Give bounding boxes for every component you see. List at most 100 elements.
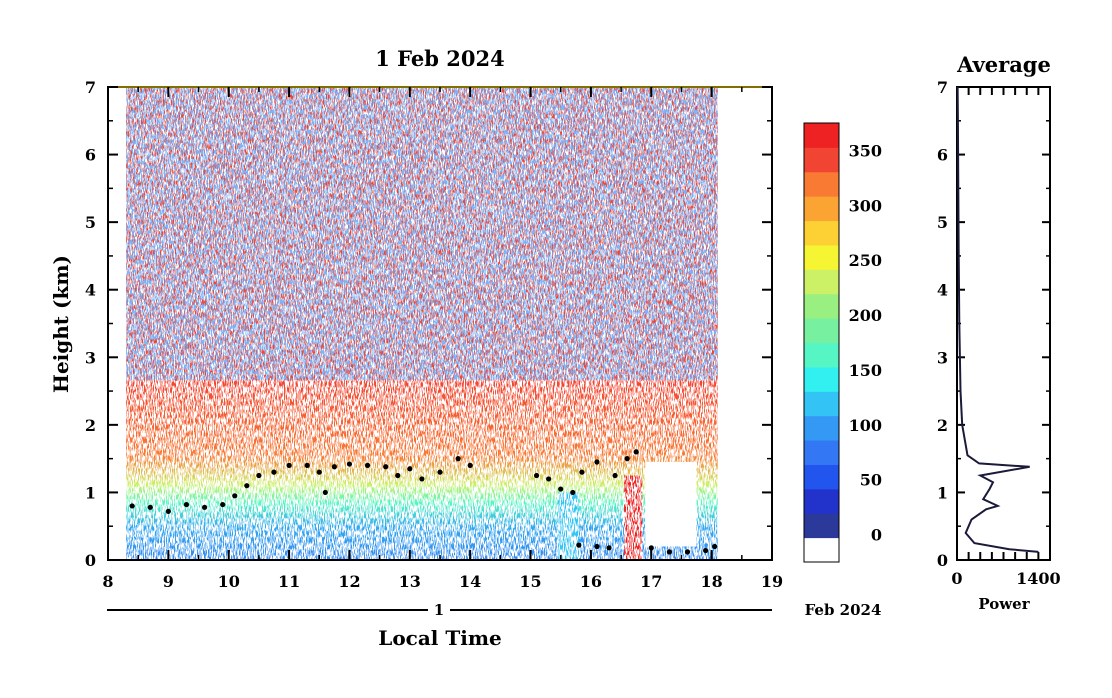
boundary-layer-point <box>407 466 413 472</box>
boundary-layer-point <box>467 462 473 468</box>
colorbar-tick-label: 100 <box>849 416 882 435</box>
boundary-layer-point <box>570 489 576 496</box>
boundary-layer-point <box>304 462 310 468</box>
x-tick-label: 14 <box>459 572 481 591</box>
boundary-layer-point <box>558 486 564 492</box>
profile-title: Average <box>956 52 1051 77</box>
boundary-layer-point <box>437 469 443 475</box>
boundary-layer-point <box>165 508 171 514</box>
y-tick-label: 0 <box>85 551 96 570</box>
x-tick-label: 15 <box>519 572 541 591</box>
y-tick-label: 7 <box>85 78 96 97</box>
colorbar-swatch <box>804 147 839 173</box>
surface-layer-point <box>684 549 691 555</box>
colorbar-tick-label: 0 <box>871 526 882 545</box>
colorbar-swatch <box>804 513 839 539</box>
colorbar-tick-label: 50 <box>860 471 882 490</box>
surface-layer-point <box>648 545 654 551</box>
colorbar-swatch <box>804 366 839 392</box>
profile-y-tick-label: 5 <box>937 213 948 232</box>
boundary-layer-point <box>220 501 226 508</box>
boundary-layer-point <box>546 476 552 482</box>
x-axis-label: Local Time <box>378 626 501 650</box>
profile-frame <box>956 86 1051 561</box>
x-tick-label: 13 <box>399 572 421 591</box>
colorbar-swatch <box>804 171 839 197</box>
y-tick-label: 4 <box>85 281 96 300</box>
x-tick-label: 9 <box>163 572 174 591</box>
colorbar-tick-label: 250 <box>849 251 882 270</box>
colorbar-tick-label: 350 <box>849 141 882 160</box>
x-tick-label: 16 <box>580 572 602 591</box>
y-tick-label: 1 <box>85 483 96 502</box>
boundary-layer-point <box>244 483 250 489</box>
profile-x-label: Power <box>978 595 1030 613</box>
colorbar-swatch <box>804 464 839 490</box>
boundary-layer-point <box>322 489 328 496</box>
noise-blue <box>126 87 718 381</box>
y-axis-label: Height (km) <box>49 255 73 393</box>
surface-layer-point <box>712 543 718 550</box>
x-tick-label: 17 <box>640 572 662 591</box>
boundary-layer-point <box>331 464 337 470</box>
profile-x-tick-label: 1400 <box>1016 569 1061 588</box>
profile-x-tick-label: 0 <box>951 569 962 588</box>
colorbar-swatch <box>804 293 839 319</box>
surface-layer-point <box>576 542 582 548</box>
boundary-layer-point <box>346 461 353 467</box>
y-tick-label: 2 <box>85 416 96 435</box>
boundary-layer-point <box>232 493 238 499</box>
x-tick-label: 8 <box>102 572 113 591</box>
boundary-layer-point <box>316 469 322 475</box>
colorbar-swatch <box>804 391 839 417</box>
boundary-layer-point <box>383 464 389 470</box>
x-tick-label: 18 <box>701 572 723 591</box>
boundary-layer-point <box>419 476 425 482</box>
colorbar-swatch <box>804 415 839 441</box>
boundary-layer-point <box>364 462 371 468</box>
boundary-layer-point <box>201 504 208 510</box>
boundary-layer-point <box>147 504 153 510</box>
boundary-layer-point <box>455 456 461 462</box>
boundary-layer-point <box>633 449 639 455</box>
boundary-layer-point <box>286 462 292 468</box>
date-day-label: 1 <box>434 601 444 619</box>
colorbar: 0 50 100 150 200 250 300 350 <box>803 122 882 563</box>
y-tick-label: 3 <box>85 348 96 367</box>
surface-layer-point <box>606 545 612 551</box>
boundary-layer-point <box>612 472 618 479</box>
surface-layer-point <box>666 549 672 555</box>
boundary-layer-point <box>129 503 135 509</box>
boundary-layer-point <box>395 472 401 479</box>
profile-y-tick-label: 7 <box>937 78 948 97</box>
y-tick-label: 5 <box>85 213 96 232</box>
boundary-layer-point <box>271 469 277 475</box>
colorbar-tick-label: 200 <box>849 306 882 325</box>
date-month-label: Feb 2024 <box>805 601 882 619</box>
colorbar-swatch <box>804 196 839 222</box>
profile-y-tick-label: 1 <box>937 483 948 502</box>
colorbar-swatch <box>804 220 839 246</box>
boundary-layer-point <box>183 501 190 508</box>
colorbar-frame <box>803 122 840 563</box>
colorbar-tick-label: 150 <box>849 361 882 380</box>
colorbar-swatch <box>804 537 839 563</box>
colorbar-swatch <box>804 318 839 343</box>
surface-layer-point <box>594 543 600 550</box>
boundary-layer-point <box>256 472 262 479</box>
colorbar-swatch <box>804 123 839 148</box>
boundary-layer-point <box>594 459 600 465</box>
profile-y-tick-label: 4 <box>937 281 948 300</box>
profile-y-tick-label: 6 <box>937 146 948 165</box>
x-tick-label: 19 <box>761 572 783 591</box>
x-tick-label: 11 <box>278 572 300 591</box>
y-tick-label: 6 <box>85 146 96 165</box>
colorbar-swatch <box>804 342 839 368</box>
profile-y-tick-label: 2 <box>937 416 948 435</box>
profile-y-tick-label: 0 <box>937 551 948 570</box>
colorbar-swatch <box>804 488 839 514</box>
x-tick-label: 12 <box>338 572 360 591</box>
colorbar-swatch <box>804 269 839 295</box>
